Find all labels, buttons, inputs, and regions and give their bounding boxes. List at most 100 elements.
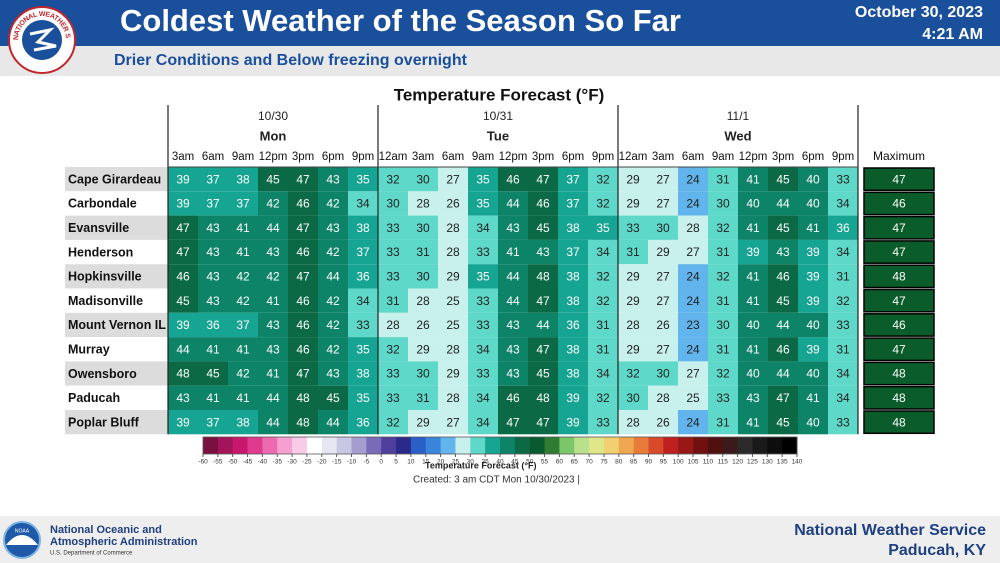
temp-cell xyxy=(318,337,348,362)
temp-value: 41 xyxy=(806,221,820,235)
legend-tick-label: 135 xyxy=(777,459,788,466)
temp-value: 47 xyxy=(296,367,310,381)
temp-value: 31 xyxy=(836,342,850,356)
temp-cell xyxy=(318,167,348,192)
temp-value: 33 xyxy=(836,172,850,186)
temp-cell xyxy=(618,312,648,338)
temp-value: 29 xyxy=(626,294,640,308)
temp-cell xyxy=(768,288,798,313)
temp-cell xyxy=(738,167,768,192)
temp-value: 30 xyxy=(656,367,670,381)
temp-value: 39 xyxy=(176,197,190,211)
temp-cell xyxy=(678,239,708,265)
temp-value: 39 xyxy=(176,318,190,332)
temp-cell xyxy=(768,264,798,289)
day-name: Mon xyxy=(260,128,287,143)
row-name: Owensboro xyxy=(68,367,137,381)
temp-cell xyxy=(648,215,678,240)
temp-value: 27 xyxy=(656,294,670,308)
temp-cell xyxy=(498,167,528,192)
temp-cell xyxy=(648,239,678,265)
temp-value: 35 xyxy=(476,197,490,211)
temp-cell xyxy=(168,239,198,265)
temp-cell xyxy=(468,337,498,362)
temp-value: 31 xyxy=(716,245,730,259)
temp-value: 27 xyxy=(656,172,670,186)
org-line2: Atmospheric Administration xyxy=(50,536,198,548)
temp-value: 33 xyxy=(386,367,400,381)
legend-swatch xyxy=(455,437,471,454)
temp-cell xyxy=(468,215,498,240)
temp-value: 28 xyxy=(446,342,460,356)
hour-label: 9am xyxy=(472,151,494,163)
temp-value: 30 xyxy=(416,367,430,381)
hour-label: 12pm xyxy=(259,151,288,163)
temp-value: 35 xyxy=(356,391,370,405)
max-value: 48 xyxy=(892,367,906,381)
temp-value: 28 xyxy=(626,318,640,332)
legend-swatch xyxy=(277,437,293,454)
temp-value: 25 xyxy=(686,391,700,405)
temp-value: 35 xyxy=(356,342,370,356)
temp-value: 33 xyxy=(836,415,850,429)
temp-cell xyxy=(438,239,468,265)
temp-cell xyxy=(438,264,468,289)
temp-cell xyxy=(318,288,348,313)
temp-cell xyxy=(798,288,828,313)
temp-value: 32 xyxy=(626,367,640,381)
temp-cell xyxy=(618,361,648,386)
temp-value: 32 xyxy=(596,391,610,405)
temp-value: 41 xyxy=(206,391,220,405)
temp-value: 39 xyxy=(806,342,820,356)
temp-cell xyxy=(648,337,678,362)
temp-value: 33 xyxy=(596,415,610,429)
temp-value: 41 xyxy=(746,342,760,356)
temp-value: 32 xyxy=(596,294,610,308)
temp-value: 36 xyxy=(566,318,580,332)
hour-label: 12pm xyxy=(739,151,768,163)
temp-value: 23 xyxy=(686,318,700,332)
temp-value: 40 xyxy=(806,172,820,186)
temp-value: 27 xyxy=(446,415,460,429)
temp-value: 32 xyxy=(596,270,610,284)
legend-tick-label: 120 xyxy=(732,459,743,466)
legend-swatch xyxy=(366,437,382,454)
temp-cell xyxy=(288,361,318,386)
legend-tick-label: -30 xyxy=(287,459,297,466)
row-name-bg xyxy=(65,312,168,338)
temp-cell xyxy=(588,385,618,410)
legend-tick-label: -20 xyxy=(317,459,327,466)
temp-value: 34 xyxy=(596,367,610,381)
temp-cell xyxy=(258,167,288,192)
temp-value: 48 xyxy=(176,367,190,381)
legend-swatch xyxy=(752,437,768,454)
temp-value: 31 xyxy=(716,342,730,356)
temp-cell xyxy=(828,215,858,240)
temp-cell xyxy=(408,361,438,386)
temp-value: 31 xyxy=(416,245,430,259)
legend-swatch xyxy=(410,437,427,454)
temp-value: 30 xyxy=(386,197,400,211)
temp-cell xyxy=(348,337,378,362)
legend-swatch xyxy=(292,437,308,454)
legend-swatch xyxy=(440,437,456,454)
temp-value: 45 xyxy=(776,294,790,308)
temp-value: 41 xyxy=(266,367,280,381)
legend-swatch xyxy=(589,437,605,454)
temp-value: 34 xyxy=(836,391,850,405)
temp-cell xyxy=(378,215,408,240)
max-value: 47 xyxy=(892,172,906,186)
temp-cell xyxy=(318,361,348,386)
legend-tick-label: 65 xyxy=(571,459,579,466)
max-value: 48 xyxy=(892,415,906,429)
temp-value: 33 xyxy=(626,221,640,235)
temp-cell xyxy=(228,312,258,338)
temp-cell xyxy=(198,191,228,216)
max-cell xyxy=(863,264,935,289)
temp-value: 44 xyxy=(326,270,340,284)
temp-cell xyxy=(408,215,438,240)
temp-cell xyxy=(198,410,228,435)
temp-value: 45 xyxy=(326,391,340,405)
temp-value: 34 xyxy=(596,245,610,259)
temp-cell xyxy=(648,288,678,313)
